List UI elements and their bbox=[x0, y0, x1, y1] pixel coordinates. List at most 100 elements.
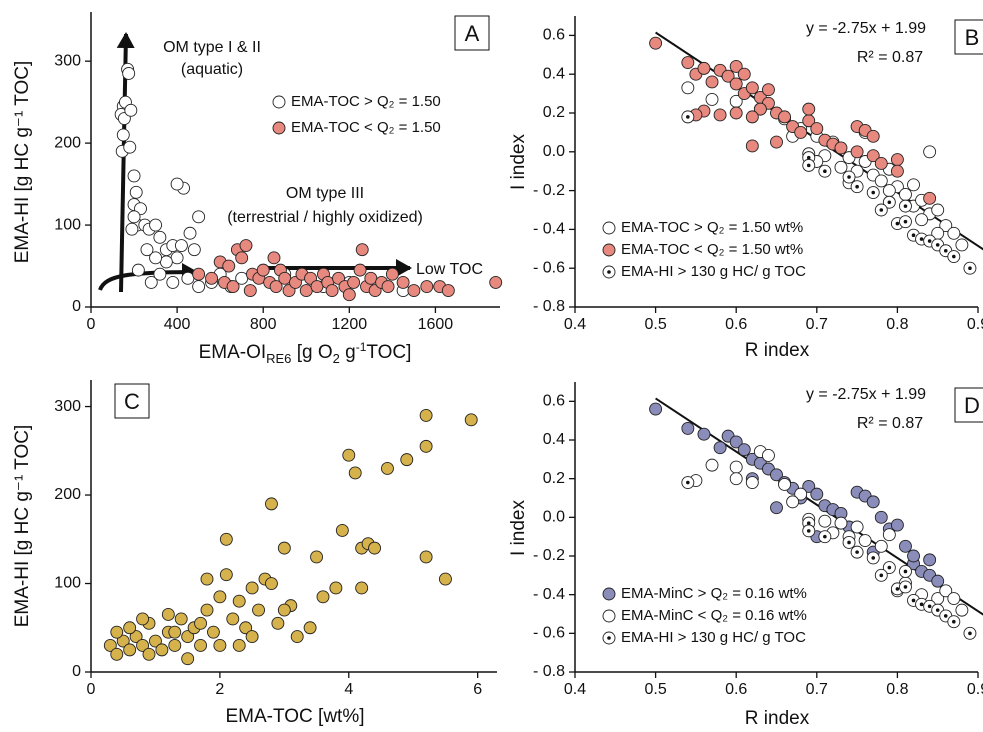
point bbox=[419, 408, 433, 422]
point bbox=[140, 243, 154, 257]
point bbox=[713, 108, 727, 122]
point bbox=[269, 280, 283, 293]
legend-entry: EMA-TOC > Q₂ = 1.50 bbox=[272, 93, 441, 110]
point bbox=[649, 402, 663, 416]
y-tick-label: - 0.6 bbox=[533, 259, 565, 276]
point bbox=[681, 56, 695, 70]
point bbox=[770, 468, 783, 482]
point bbox=[110, 625, 124, 639]
legend-marker bbox=[602, 221, 616, 235]
legend-entry: EMA-TOC > Q₂ = 1.50 wt% bbox=[602, 219, 803, 236]
legend-label: EMA-TOC < Q₂ = 1.50 bbox=[291, 119, 441, 136]
y-tick-label: 0.6 bbox=[543, 27, 565, 44]
point-center bbox=[806, 163, 811, 168]
point bbox=[206, 625, 220, 639]
point-center bbox=[935, 608, 940, 612]
annotation: OM type III bbox=[286, 185, 364, 202]
point bbox=[348, 466, 362, 480]
point bbox=[380, 462, 394, 475]
point bbox=[200, 572, 214, 586]
y-tick-label: 100 bbox=[54, 575, 81, 592]
point bbox=[407, 284, 421, 298]
point bbox=[316, 590, 330, 604]
point bbox=[290, 630, 304, 644]
point bbox=[245, 630, 259, 644]
point-center bbox=[968, 631, 972, 636]
r-squared: R² = 0.87 bbox=[857, 49, 923, 66]
point bbox=[116, 634, 130, 648]
y-tick-label: 0 bbox=[72, 663, 81, 680]
point bbox=[381, 280, 395, 293]
x-tick-label: 0 bbox=[87, 681, 96, 698]
x-tick-label: 800 bbox=[250, 316, 277, 333]
point bbox=[127, 169, 141, 183]
legend-label: EMA-MinC > Q₂ = 0.16 wt% bbox=[621, 585, 807, 602]
point bbox=[232, 639, 246, 652]
point bbox=[890, 153, 904, 167]
point bbox=[850, 145, 864, 159]
point bbox=[489, 275, 503, 289]
legend-entry: EMA-HI > 130 g HC/ g TOC bbox=[602, 629, 806, 646]
point bbox=[915, 213, 929, 227]
point bbox=[697, 61, 711, 75]
point bbox=[761, 83, 775, 97]
point bbox=[299, 284, 313, 298]
point bbox=[441, 284, 455, 298]
point bbox=[144, 275, 158, 289]
point bbox=[866, 129, 880, 143]
point bbox=[874, 156, 888, 170]
point bbox=[364, 271, 378, 285]
point bbox=[907, 178, 920, 192]
point bbox=[153, 230, 167, 244]
point bbox=[239, 621, 253, 635]
point bbox=[858, 534, 872, 547]
point-center bbox=[895, 587, 900, 591]
y-axis-title: I index bbox=[508, 500, 529, 556]
panel-label: D bbox=[964, 393, 980, 418]
point bbox=[252, 603, 266, 617]
point bbox=[235, 251, 249, 265]
legend-entry: EMA-MinC > Q₂ = 0.16 wt% bbox=[602, 585, 807, 602]
point-center bbox=[887, 200, 892, 205]
point bbox=[420, 280, 434, 293]
point bbox=[874, 174, 888, 188]
point bbox=[129, 630, 143, 644]
point bbox=[181, 630, 195, 644]
y-tick-label: - 0.8 bbox=[533, 298, 565, 315]
point bbox=[271, 616, 285, 630]
point bbox=[161, 608, 175, 621]
point bbox=[168, 625, 182, 639]
point bbox=[303, 621, 317, 635]
point bbox=[939, 219, 953, 232]
point bbox=[786, 495, 800, 509]
point-center bbox=[855, 550, 859, 554]
y-tick-label: - 0.2 bbox=[533, 547, 565, 564]
point bbox=[124, 103, 138, 117]
point bbox=[850, 520, 864, 534]
point bbox=[219, 568, 233, 582]
point bbox=[181, 652, 195, 666]
point bbox=[205, 271, 218, 285]
legend-entry: EMA-HI > 130 g HC/ g TOC bbox=[602, 263, 806, 280]
point bbox=[899, 188, 912, 201]
x-tick-label: 6 bbox=[473, 681, 482, 698]
point bbox=[794, 125, 808, 139]
panel-label-box bbox=[114, 383, 150, 419]
point bbox=[955, 238, 969, 252]
legend-entry: EMA-TOC < Q₂ = 1.50 wt% bbox=[602, 241, 803, 258]
point bbox=[342, 448, 356, 462]
legend-label: EMA-TOC < Q₂ = 1.50 wt% bbox=[621, 241, 803, 258]
x-tick-label: 400 bbox=[164, 316, 191, 333]
point bbox=[745, 139, 759, 153]
point bbox=[131, 263, 145, 277]
point bbox=[729, 435, 743, 449]
point bbox=[116, 128, 130, 142]
x-axis-title: R index bbox=[745, 340, 810, 361]
point bbox=[267, 251, 281, 265]
point bbox=[219, 532, 233, 546]
equation: y = -2.75x + 1.99 bbox=[806, 20, 926, 37]
legend-label: EMA-HI > 130 g HC/ g TOC bbox=[621, 263, 806, 280]
point-center bbox=[927, 604, 932, 609]
x-axis-title: EMA-OIRE6 [g O2 g-1TOC] bbox=[199, 340, 412, 366]
